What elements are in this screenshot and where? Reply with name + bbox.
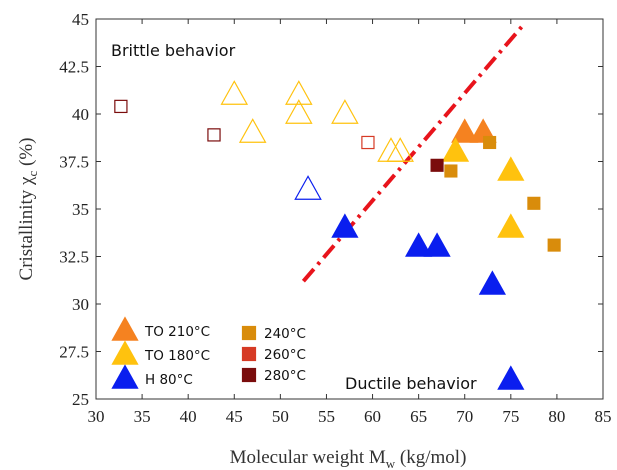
legend-marker xyxy=(241,367,257,383)
point-open-280-c xyxy=(114,99,128,114)
point-filled-h-80-c xyxy=(331,213,359,238)
point-filled-to-180-c xyxy=(497,213,525,238)
legend-label: TO 180°C xyxy=(144,348,210,364)
y-tick-label: 32.5 xyxy=(59,248,89,267)
point-filled-to-180-c xyxy=(497,156,525,181)
y-tick-label: 45 xyxy=(72,10,89,29)
x-tick-label: 30 xyxy=(88,407,105,426)
point-filled-280-c xyxy=(430,158,444,172)
point-filled-h-80-c xyxy=(423,232,451,257)
point-filled-240-c xyxy=(483,135,497,150)
x-tick-label: 60 xyxy=(364,407,381,426)
annotation-brittle: Brittle behavior xyxy=(111,41,236,60)
x-tick-label: 55 xyxy=(318,407,335,426)
annotation-ductile: Ductile behavior xyxy=(345,374,477,393)
point-open-to-180-c xyxy=(285,80,313,105)
point-filled-240-c xyxy=(527,196,541,210)
legend-label: 260°C xyxy=(264,347,306,363)
legend-label: H 80°C xyxy=(145,372,193,388)
point-filled-to-210-c xyxy=(451,118,479,143)
x-tick-label: 85 xyxy=(595,407,612,426)
legend-marker xyxy=(111,340,139,365)
legend-marker xyxy=(111,316,139,341)
y-tick-label: 25 xyxy=(72,390,89,409)
y-tick-label: 35 xyxy=(72,200,89,219)
y-tick-label: 42.5 xyxy=(59,58,89,77)
x-tick-label: 65 xyxy=(410,407,427,426)
point-filled-240-c xyxy=(444,164,458,178)
x-axis-title: Molecular weight Mw (kg/mol) xyxy=(230,447,467,470)
y-tick-label: 37.5 xyxy=(59,153,89,172)
x-tick-label: 75 xyxy=(502,407,519,426)
brittle-ductile-boundary-line xyxy=(301,25,524,283)
point-filled-h-80-c xyxy=(405,232,433,257)
legend-marker xyxy=(241,346,257,362)
point-open-h-80-c xyxy=(294,175,322,200)
point-filled-240-c xyxy=(547,238,561,252)
point-open-280-c xyxy=(207,128,221,142)
legend-label: TO 210°C xyxy=(144,324,210,340)
legend-marker xyxy=(111,364,139,389)
point-open-to-180-c xyxy=(331,99,359,124)
point-filled-h-80-c xyxy=(497,365,525,390)
y-tick-label: 30 xyxy=(72,295,89,314)
y-tick-label: 27.5 xyxy=(59,343,89,362)
legend-marker xyxy=(241,325,257,341)
point-filled-h-80-c xyxy=(478,270,506,295)
point-filled-to-180-c xyxy=(441,137,470,162)
x-tick-label: 80 xyxy=(548,407,565,426)
point-open-to-180-c xyxy=(220,80,249,105)
point-open-to-180-c xyxy=(386,137,414,162)
data-points-group xyxy=(114,80,561,390)
x-tick-label: 40 xyxy=(180,407,197,426)
x-tick-group: 30 35 40 45 50 55 60 65 70 75 80 85 xyxy=(88,19,612,426)
y-axis-title: Cristallinity χc (%) xyxy=(16,138,40,281)
y-tick-group: 25 27.5 30 32.5 35 37.5 40 42.5 45 xyxy=(59,10,603,409)
point-open-260-c xyxy=(361,135,375,150)
y-tick-label: 40 xyxy=(72,105,89,124)
legend: TO 210°C TO 180°C H 80°C 240°C 260°C 280°C xyxy=(111,316,306,389)
plot-frame xyxy=(95,18,604,400)
x-tick-label: 45 xyxy=(226,407,243,426)
point-open-to-180-c xyxy=(238,118,267,143)
point-open-to-180-c xyxy=(285,99,313,124)
x-tick-label: 50 xyxy=(272,407,289,426)
x-tick-label: 35 xyxy=(134,407,151,426)
legend-label: 280°C xyxy=(264,368,306,384)
x-tick-label: 70 xyxy=(456,407,473,426)
legend-label: 240°C xyxy=(264,326,306,342)
